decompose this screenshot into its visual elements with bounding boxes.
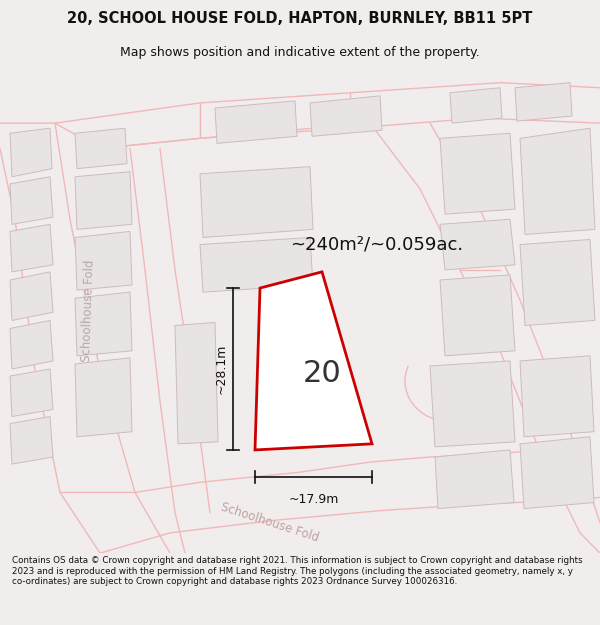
Polygon shape — [10, 416, 53, 464]
Polygon shape — [310, 96, 382, 136]
Polygon shape — [200, 167, 313, 238]
Text: Contains OS data © Crown copyright and database right 2021. This information is : Contains OS data © Crown copyright and d… — [12, 556, 583, 586]
Polygon shape — [440, 219, 515, 270]
Polygon shape — [255, 272, 372, 450]
Polygon shape — [440, 133, 515, 214]
Text: Schoolhouse Fold: Schoolhouse Fold — [80, 259, 96, 362]
Polygon shape — [520, 437, 594, 509]
Text: Map shows position and indicative extent of the property.: Map shows position and indicative extent… — [120, 46, 480, 59]
Text: Schoolhouse Fold: Schoolhouse Fold — [220, 501, 320, 545]
Polygon shape — [10, 177, 53, 224]
Text: ~28.1m: ~28.1m — [215, 344, 227, 394]
Polygon shape — [215, 101, 297, 143]
Polygon shape — [430, 361, 515, 447]
Polygon shape — [10, 369, 53, 416]
Polygon shape — [75, 292, 132, 356]
Polygon shape — [10, 128, 52, 177]
Polygon shape — [10, 224, 53, 272]
Text: ~17.9m: ~17.9m — [289, 493, 338, 506]
Polygon shape — [75, 172, 132, 229]
Text: ~240m²/~0.059ac.: ~240m²/~0.059ac. — [290, 236, 463, 254]
Polygon shape — [75, 358, 132, 437]
Text: 20: 20 — [303, 359, 341, 388]
Polygon shape — [75, 128, 127, 169]
Polygon shape — [200, 238, 313, 292]
Polygon shape — [515, 82, 572, 121]
Polygon shape — [450, 88, 502, 123]
Polygon shape — [175, 322, 218, 444]
Text: 20, SCHOOL HOUSE FOLD, HAPTON, BURNLEY, BB11 5PT: 20, SCHOOL HOUSE FOLD, HAPTON, BURNLEY, … — [67, 11, 533, 26]
Polygon shape — [10, 272, 53, 321]
Polygon shape — [520, 356, 594, 437]
Polygon shape — [75, 231, 132, 290]
Polygon shape — [520, 239, 595, 326]
Polygon shape — [10, 321, 53, 369]
Polygon shape — [520, 128, 595, 234]
Polygon shape — [435, 450, 514, 509]
Polygon shape — [440, 275, 515, 356]
